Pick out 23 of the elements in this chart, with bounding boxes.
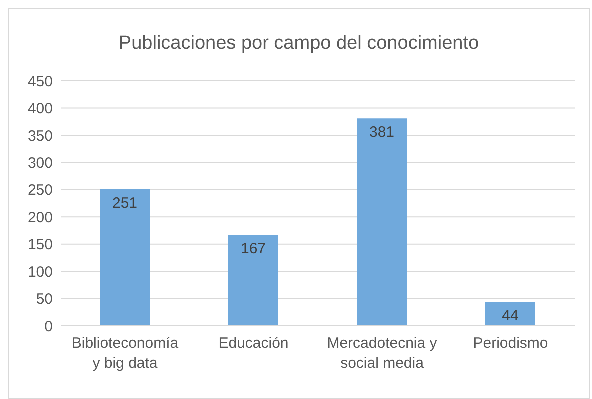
x-tick-label: Mercadotecnia y social media [327,335,438,372]
y-tick-label: 0 [44,318,53,336]
data-label: 44 [502,308,519,325]
y-tick-label: 200 [28,209,53,226]
y-tick-label: 400 [28,100,53,118]
data-label: 167 [240,240,266,258]
y-tick-label: 350 [28,128,53,145]
y-tick-label: 100 [28,264,53,281]
bar [357,118,407,326]
data-label: 381 [369,124,395,142]
y-tick-label: 250 [28,182,53,200]
y-tick-label: 50 [36,291,53,308]
y-tick-label: 150 [28,236,53,254]
bar [486,302,536,326]
x-tick-label: Periodismo [473,335,548,352]
y-tick-label: 300 [28,154,53,172]
y-tick-label: 450 [28,73,53,90]
data-label: 251 [112,194,138,212]
bar [100,189,150,326]
chart-title: Publicaciones por campo del conocimiento [118,33,480,55]
x-tick-label: Biblioteconomía y big data [72,335,180,372]
x-tick-label: Educación [218,335,289,352]
bar [228,235,278,326]
